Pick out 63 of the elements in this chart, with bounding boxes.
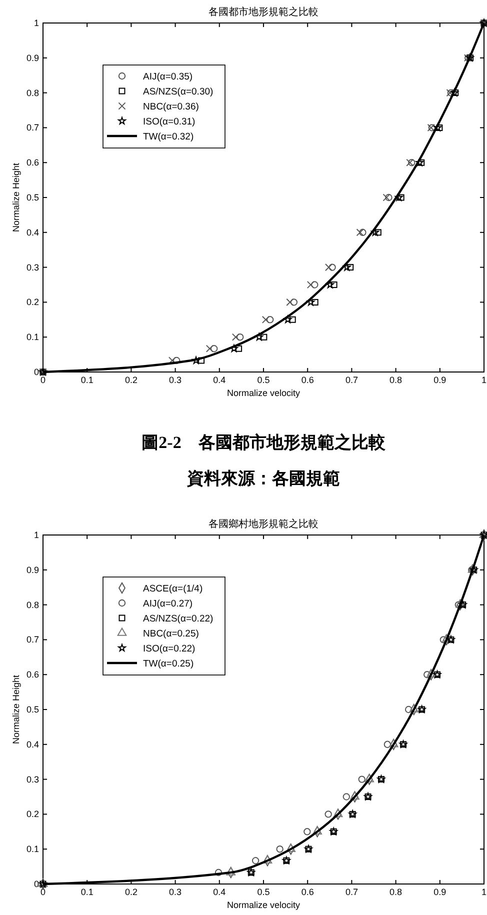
- y-tick-label: 0.7: [26, 122, 39, 133]
- y-tick-label: 0.2: [26, 297, 39, 308]
- x-axis-title: Normalize velocity: [226, 900, 301, 910]
- x-tick-label: 0.4: [213, 375, 226, 385]
- y-tick-label: 1: [34, 530, 39, 540]
- y-tick-label: 0.1: [26, 844, 39, 854]
- y-tick-label: 0.9: [26, 564, 39, 575]
- legend-label: ASCE(α=(1/4): [143, 584, 203, 594]
- legend-label: ISO(α=0.22): [143, 644, 196, 654]
- legend-label: AS/NZS(α=0.30): [143, 86, 214, 98]
- legend-label: AIJ(α=0.35): [143, 72, 193, 82]
- x-axis-title: Normalize velocity: [226, 388, 301, 398]
- x-tick-label: 0.3: [169, 375, 182, 385]
- x-tick-label: 0.1: [80, 375, 94, 385]
- y-tick-label: 0: [34, 879, 39, 889]
- x-tick-label: 1: [481, 375, 487, 385]
- y-tick-label: 0.4: [26, 227, 39, 238]
- y-tick-label: 0: [34, 367, 39, 377]
- x-tick-label: 0.8: [390, 887, 402, 897]
- source-note: 資料來源：各國規範: [186, 469, 340, 488]
- x-tick-label: 0.2: [124, 375, 138, 385]
- legend-label: TW(α=0.32): [143, 132, 194, 142]
- legend-label: NBC(α=0.25): [143, 628, 199, 640]
- x-tick-label: 0.4: [213, 887, 226, 897]
- x-tick-label: 0.9: [434, 375, 446, 385]
- x-tick-label: 0: [40, 887, 46, 897]
- x-tick-label: 0.8: [390, 375, 402, 385]
- y-axis-title: Normalize Height: [11, 162, 21, 232]
- legend-label: NBC(α=0.36): [143, 102, 199, 112]
- y-tick-label: 0.3: [26, 262, 39, 272]
- x-tick-label: 0.6: [301, 887, 314, 897]
- x-tick-label: 0.2: [124, 887, 138, 897]
- chart-title: 各國都市地形規範之比較: [208, 6, 318, 18]
- y-axis-title: Normalize Height: [11, 674, 21, 744]
- y-tick-label: 0.6: [26, 670, 39, 680]
- x-tick-label: 0.3: [169, 887, 182, 897]
- x-tick-label: 0.5: [257, 887, 270, 897]
- y-tick-label: 0.5: [26, 704, 39, 714]
- y-tick-label: 0.2: [26, 809, 39, 820]
- x-tick-label: 1: [481, 887, 487, 897]
- y-tick-label: 0.6: [26, 158, 39, 168]
- x-tick-label: 0.9: [434, 887, 446, 897]
- y-tick-label: 1: [34, 18, 39, 28]
- y-tick-label: 0.8: [26, 88, 39, 98]
- x-tick-label: 0.6: [301, 375, 314, 385]
- y-tick-label: 0.9: [26, 52, 39, 63]
- x-tick-label: 0.5: [257, 375, 270, 385]
- y-tick-label: 0.4: [26, 739, 39, 750]
- y-tick-label: 0.7: [26, 634, 39, 645]
- legend-label: AIJ(α=0.27): [143, 598, 193, 610]
- x-tick-label: 0.1: [80, 887, 94, 897]
- x-tick-label: 0.7: [345, 887, 358, 897]
- caption: 圖2-2 各國都市地形規範之比較: [142, 433, 386, 452]
- y-tick-label: 0.3: [26, 774, 39, 784]
- legend-label: ISO(α=0.31): [143, 116, 196, 128]
- legend-label: TW(α=0.25): [143, 658, 194, 670]
- y-tick-label: 0.1: [26, 332, 39, 342]
- y-tick-label: 0.8: [26, 600, 39, 610]
- chart-title: 各國鄉村地形規範之比較: [208, 518, 318, 530]
- x-tick-label: 0.7: [345, 375, 358, 385]
- x-tick-label: 0: [40, 375, 46, 385]
- y-tick-label: 0.5: [26, 192, 39, 202]
- legend-label: AS/NZS(α=0.22): [143, 614, 214, 624]
